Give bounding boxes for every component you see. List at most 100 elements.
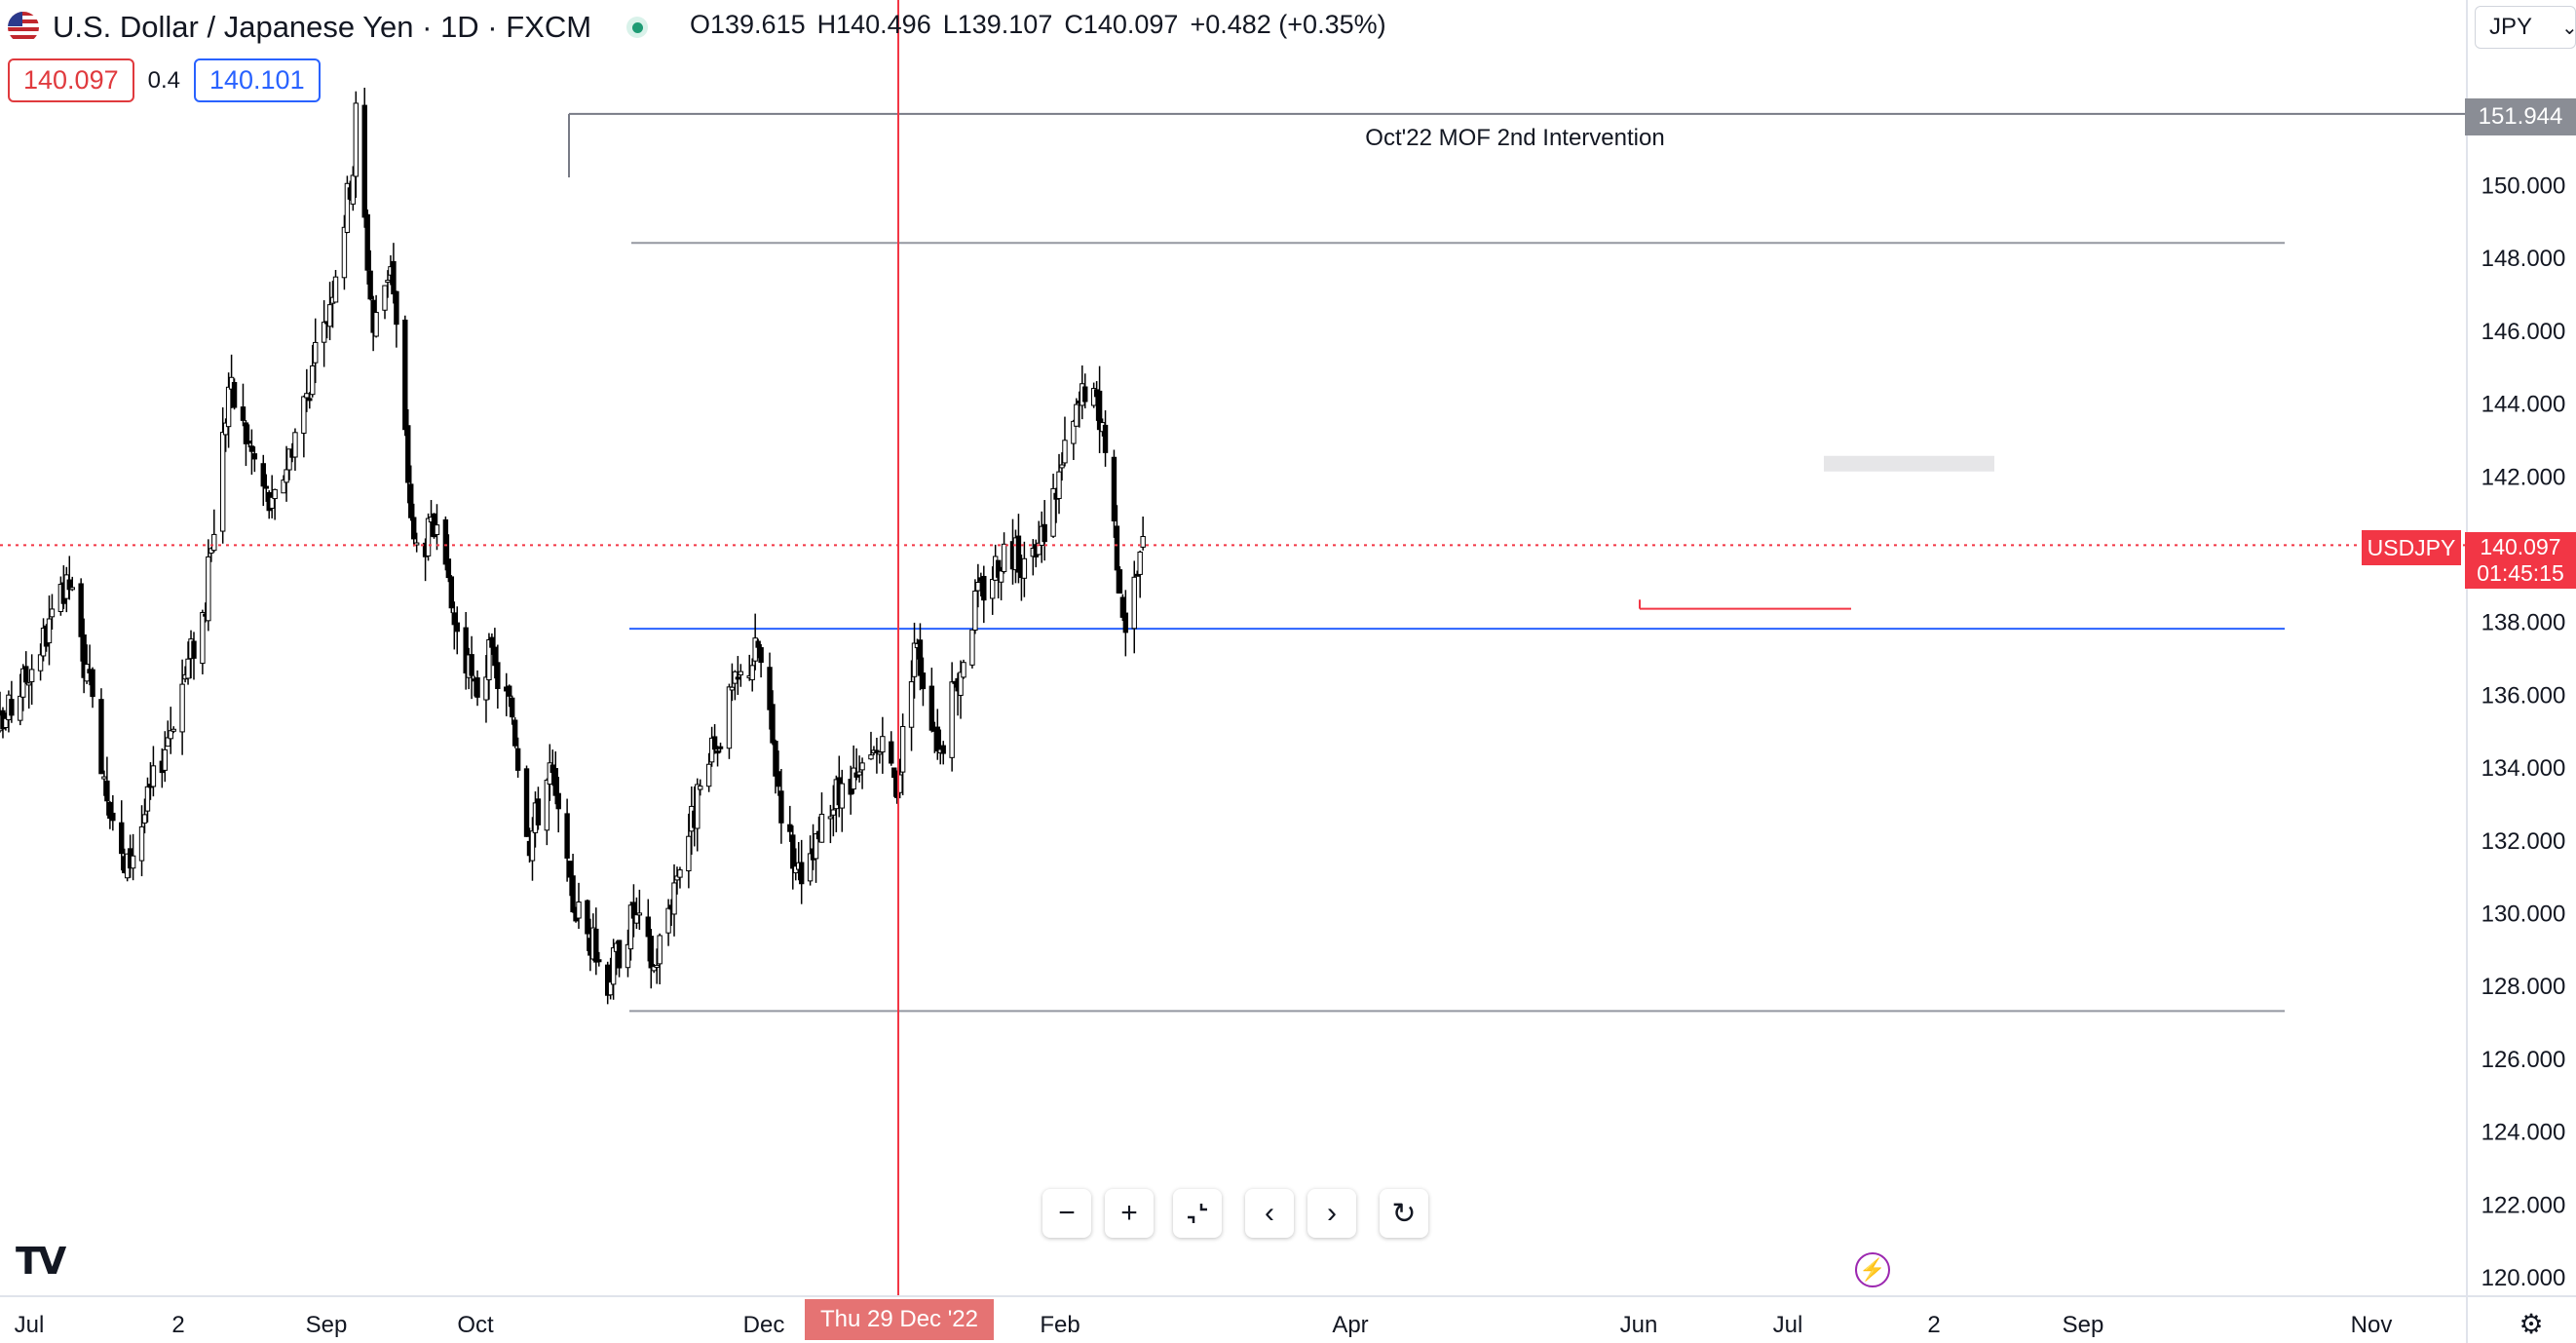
candle-up [211,533,217,552]
candle-up [101,776,107,780]
candle-down [616,940,623,969]
market-open-status-icon[interactable] [626,17,649,38]
horizontal-levels[interactable] [568,112,2467,1013]
candle-up [627,904,634,950]
candle-up [69,587,75,591]
candle-up [726,686,733,749]
candle-up [332,276,339,303]
candle-down [920,672,927,690]
candle-down [773,741,778,777]
candle-down [119,822,125,855]
candle-down [66,579,72,591]
currency-button[interactable]: JPY ⌄ [2475,6,2576,49]
candle-up [633,914,640,924]
candle-up [674,875,680,881]
candle-down [469,654,474,676]
price-tick-label: 136.000 [2481,682,2566,709]
symbol-header[interactable]: U.S. Dollar / Japanese Yen · 1D · FXCM [8,6,649,49]
candle-down [361,104,367,218]
price-tick-label: 128.000 [2481,974,2566,1000]
candle-down [934,726,940,751]
sell-price-button[interactable]: 140.097 [8,58,134,102]
candle-up [385,280,391,284]
zoom-out-button[interactable]: − [1042,1189,1091,1238]
candle-down [758,647,764,664]
candle-up [671,882,677,915]
candle-down [535,798,542,825]
candle-down [711,736,718,750]
candle-down [107,801,113,820]
candle-up [830,809,837,816]
candle-down [251,453,258,460]
candle-up [206,556,211,622]
candle-up [46,618,53,644]
candle-up [179,683,185,733]
low-value: L139.107 [942,10,1053,39]
candle-up [219,432,226,532]
scroll-left-button[interactable]: ‹ [1245,1189,1294,1238]
candle-down [798,862,805,885]
candle-up [877,751,883,755]
symbol-price-tag: USDJPY [2362,530,2461,565]
candle-up [28,669,35,682]
candle-up [1140,535,1146,548]
minus-icon: − [1058,1197,1076,1229]
candle-down [787,824,793,832]
price-tick-label: 134.000 [2481,755,2566,782]
reset-chart-button[interactable]: ↻ [1380,1189,1428,1238]
price-tick-label: 138.000 [2481,610,2566,636]
candle-up [313,341,319,364]
candle-down [442,518,449,565]
candle-up [353,102,360,177]
scroll-right-button[interactable]: › [1307,1189,1356,1238]
candle-down [567,861,573,878]
candle-up [705,763,712,787]
chevron-left-icon: ‹ [1265,1197,1274,1229]
candle-up [304,393,310,399]
candle-up [382,285,388,311]
intervention-label[interactable]: Oct'22 MOF 2nd Intervention [1365,125,1664,151]
candle-up [292,432,298,458]
candle-down [755,640,761,648]
price-tick-label: 126.000 [2481,1047,2566,1073]
candle-up [37,654,44,672]
candle-up [1131,576,1137,630]
candle-down [90,669,95,698]
candle-up [185,658,191,679]
candle-up [827,816,834,820]
candle-down [717,746,724,749]
candle-up [818,813,825,843]
price-tick-label: 120.000 [2481,1265,2566,1291]
zoom-in-button[interactable]: + [1105,1189,1154,1238]
close-value: C140.097 [1064,10,1179,39]
candle-down [1122,612,1129,633]
candle-down [605,964,611,996]
candle-up [486,638,492,680]
reset-scale-button[interactable] [1173,1189,1222,1238]
bar-countdown: 01:45:15 [2477,560,2564,586]
buy-price-button[interactable]: 140.101 [193,58,321,102]
candle-up [284,469,289,483]
candle-up [958,672,964,696]
symbol-title[interactable]: U.S. Dollar / Japanese Yen · 1D · FXCM [53,10,592,44]
candle-up [899,725,906,773]
chart-overlays [0,0,2467,1296]
settings-gear-icon[interactable]: ⚙ [2519,1308,2544,1339]
candle-up [908,681,915,728]
open-value: O139.615 [690,10,806,39]
lightning-icon[interactable]: ⚡ [1855,1252,1890,1287]
candle-up [636,912,643,916]
candle-up [1071,420,1077,444]
candle-down [1096,390,1103,431]
candle-up [856,771,862,776]
candle-down [917,639,924,676]
bid-ask-panel: 140.097 0.4 140.101 [8,58,321,102]
zone-rectangle [1824,455,1994,472]
candle-down [1102,424,1109,453]
us-flag-icon [8,12,39,43]
candle-down [394,290,399,326]
tradingview-logo-icon[interactable]: TV [16,1240,66,1283]
candle-down [507,685,512,697]
